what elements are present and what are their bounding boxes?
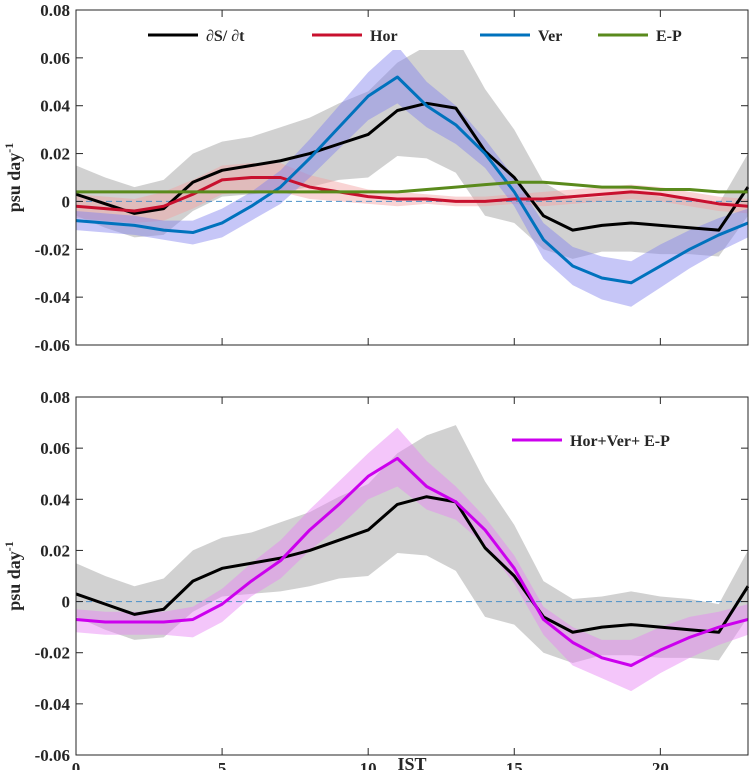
legend-label-top-1: Hor [370,28,398,45]
legend-label-top-0: ∂S/ ∂t [206,28,245,45]
ytick-label-bottom-2: -0.02 [35,644,70,663]
axes-box-top [75,9,749,346]
series-line-bottom-1 [75,456,749,667]
series-line-top-0 [75,101,749,232]
ytick-label-bottom-7: 0.08 [40,388,70,407]
panel-bottom: -0.06 -0.04 -0.02 0 0.02 0.04 0.06 0.08 0 5 10 15 20… [2,388,749,770]
legend-label-top-2: Ver [538,28,562,45]
series-line-top-2 [75,75,749,285]
band-bottom-1 [76,427,748,692]
ytick-label-bottom-5: 0.04 [40,490,70,509]
ylabel-text-top: psu day [4,153,24,213]
ytick-label-top-0: -0.06 [35,336,70,355]
ylabel-superscript-top: -1 [2,143,16,153]
legend-bottom: Hor+Ver+ E-P [500,425,730,455]
series-line-bottom-0 [75,495,749,634]
ylabel-text-bottom: psu day [4,551,24,611]
axes-box-bottom [75,396,749,756]
legend-label-bottom-1: Hor+Ver+ E-P [570,433,670,450]
ytick-label-top-4: 0.02 [40,145,70,164]
ytick-label-bottom-0: -0.06 [35,746,70,765]
band-top-2 [76,45,748,307]
xtick-label-bottom-3: 15 [506,759,523,770]
legend-label-top-3: E-P [656,28,682,45]
ytick-label-bottom-4: 0.02 [40,541,70,560]
ylabel-superscript-bottom: -1 [2,541,16,551]
series-line-top-3 [76,180,748,194]
ytick-label-bottom-1: -0.04 [35,695,71,714]
ylabel-bottom: psu day-1 [2,541,24,611]
xtick-label-bottom-2: 10 [360,759,377,770]
xlabel-bottom: IST [397,754,426,770]
legend-top: ∂S/ ∂t Hor Ver E-P [135,20,735,50]
band-bottom-0 [76,425,748,663]
ytick-label-bottom-3: 0 [62,593,71,612]
ytick-label-bottom-6: 0.06 [40,439,70,458]
ytick-label-top-6: 0.06 [40,49,70,68]
panel-top: -0.06 -0.04 -0.02 0 0.02 0.04 0.06 0.08 psu day-… [2,1,749,355]
series-line-top-1 [75,176,749,213]
ytick-label-top-2: -0.02 [35,240,70,259]
ytick-label-top-7: 0.08 [40,1,70,20]
xtick-label-bottom-4: 20 [652,759,669,770]
ytick-label-top-5: 0.04 [40,97,70,116]
xtick-label-bottom-1: 5 [218,759,227,770]
ytick-label-top-1: -0.04 [35,288,71,307]
ytick-label-top-3: 0 [62,192,71,211]
xtick-label-bottom-0: 0 [72,759,81,770]
band-top-0 [76,36,748,259]
ylabel-top: psu day-1 [2,143,24,213]
